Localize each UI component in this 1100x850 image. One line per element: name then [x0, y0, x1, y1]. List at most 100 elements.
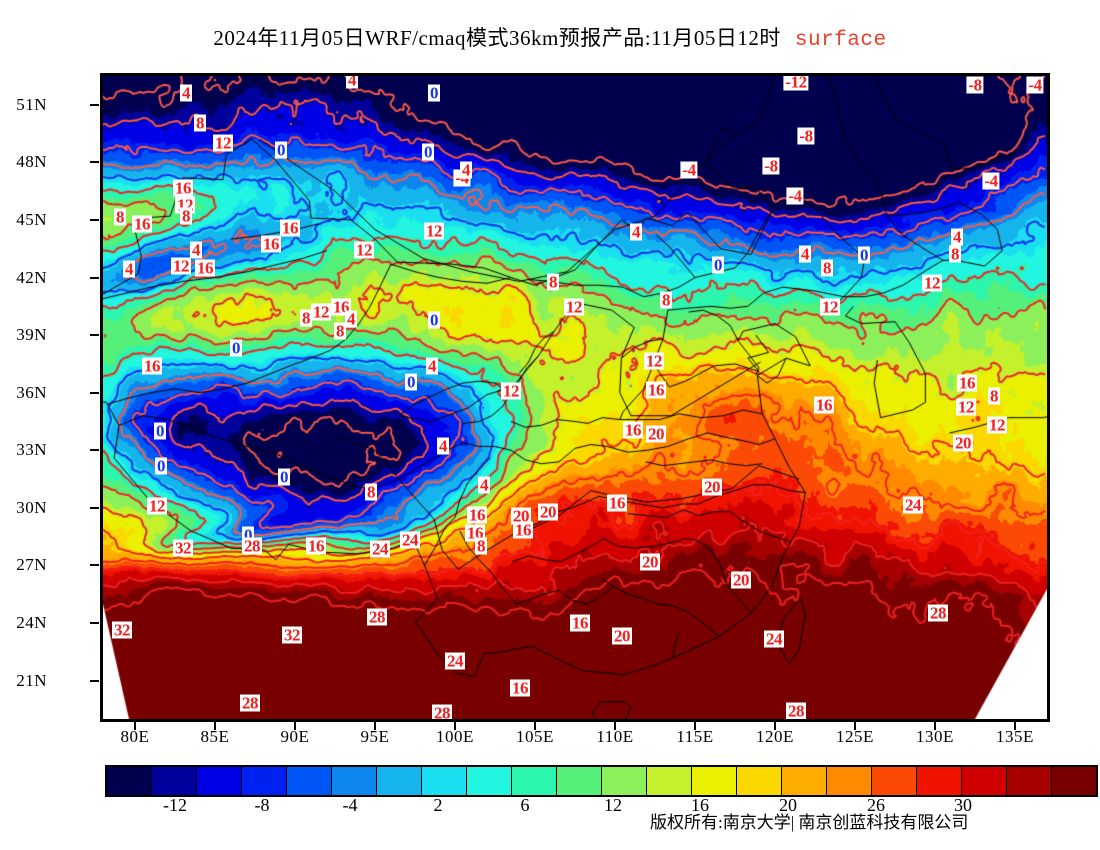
contour-label: 12	[171, 256, 191, 276]
contour-label: 4	[190, 240, 202, 260]
longitude-tick-mark	[134, 722, 136, 730]
contour-label: 12	[644, 351, 664, 371]
colorbar-cell-21	[1052, 767, 1096, 795]
contour-label: 12	[956, 397, 976, 417]
contour-label: 16	[510, 678, 530, 698]
contour-label: 16	[195, 258, 215, 278]
colorbar-tick: 12	[604, 795, 622, 815]
contour-label: 0	[155, 456, 167, 476]
contour-label: 4	[799, 244, 811, 264]
contour-label: -8	[797, 126, 815, 146]
contour-label: 16	[261, 234, 281, 254]
longitude-tick-mark	[934, 722, 936, 730]
contour-label: 28	[928, 603, 948, 623]
contour-label: -8	[966, 75, 984, 95]
contour-label: 16	[465, 523, 485, 543]
longitude-tick-mark	[1014, 722, 1016, 730]
contour-label: 12	[922, 273, 942, 293]
contour-label: 16	[132, 214, 152, 234]
contour-label: 8	[660, 290, 672, 310]
longitude-tick-label: 85E	[200, 727, 230, 746]
contour-label: 20	[953, 433, 973, 453]
contour-label: 12	[354, 240, 374, 260]
contour-label: 8	[365, 482, 377, 502]
contour-label: 12	[147, 496, 167, 516]
contour-label: 16	[957, 373, 977, 393]
contour-label: 32	[282, 625, 302, 645]
colorbar-cell-20	[1007, 767, 1052, 795]
contour-label: 4	[180, 83, 192, 103]
contour-label: 0	[712, 255, 724, 275]
latitude-tick-mark	[90, 276, 99, 279]
contour-label: 12	[987, 415, 1007, 435]
colorbar-cell-0	[107, 767, 152, 795]
temperature-heatmap-canvas	[103, 76, 1047, 719]
contour-label: 0	[405, 372, 417, 392]
colorbar-cell-11	[602, 767, 647, 795]
temperature-colorbar	[105, 765, 1098, 797]
colorbar-cell-1	[152, 767, 197, 795]
latitude-tick-mark	[90, 506, 99, 509]
contour-label: 20	[646, 424, 666, 444]
contour-label: 8	[114, 207, 126, 227]
contour-label: 12	[564, 297, 584, 317]
contour-label: 20	[702, 477, 722, 497]
contour-label: 4	[630, 222, 642, 242]
latitude-tick-mark	[90, 449, 99, 452]
contour-label: 16	[467, 505, 487, 525]
contour-label: -4	[1026, 75, 1044, 95]
longitude-tick-label: 95E	[360, 727, 390, 746]
contour-label: 16	[280, 218, 300, 238]
latitude-tick-label: 42N	[16, 267, 47, 287]
longitude-tick-mark	[214, 722, 216, 730]
contour-label: 4	[346, 73, 358, 90]
latitude-tick-mark	[90, 564, 99, 567]
latitude-tick-label: 51N	[16, 94, 47, 114]
latitude-tick-label: 45N	[16, 209, 47, 229]
latitude-tick-label: 39N	[16, 325, 47, 345]
colorbar-cell-13	[692, 767, 737, 795]
contour-label: 12	[424, 221, 444, 241]
colorbar-tick: 16	[691, 795, 709, 815]
contour-label: 0	[422, 142, 434, 162]
title-level-suffix: surface	[794, 29, 887, 52]
map-plot-frame: 44801200-44-12-8-4-8-4-8-4-4161281616124…	[100, 73, 1050, 722]
contour-label: 4	[478, 475, 490, 495]
colorbar-tick: 26	[867, 795, 885, 815]
contour-label: 4	[460, 160, 472, 180]
latitude-tick-mark	[90, 161, 99, 164]
longitude-tick-mark	[374, 722, 376, 730]
contour-label: 4	[951, 227, 963, 247]
colorbar-tick: -8	[254, 795, 270, 815]
contour-label: -4	[680, 160, 698, 180]
colorbar-cell-19	[962, 767, 1007, 795]
contour-label: 28	[786, 701, 806, 721]
longitude-tick-label: 130E	[916, 727, 954, 746]
colorbar-cell-5	[332, 767, 377, 795]
colorbar-cell-9	[512, 767, 557, 795]
colorbar-cell-10	[557, 767, 602, 795]
colorbar-cell-14	[737, 767, 782, 795]
contour-label: 0	[230, 338, 242, 358]
contour-label: 8	[949, 244, 961, 264]
colorbar-tick: 2	[433, 795, 443, 815]
longitude-tick-label: 120E	[756, 727, 794, 746]
contour-label: -8	[762, 156, 780, 176]
colorbar-cell-15	[782, 767, 827, 795]
contour-label: 16	[306, 536, 326, 556]
contour-label: 24	[400, 530, 420, 550]
longitude-tick-label: 80E	[120, 727, 150, 746]
latitude-tick-mark	[90, 103, 99, 106]
contour-label: 16	[570, 613, 590, 633]
contour-label: 24	[370, 539, 390, 559]
longitude-tick-label: 135E	[996, 727, 1034, 746]
colorbar-cell-2	[197, 767, 242, 795]
longitude-tick-label: 100E	[436, 727, 474, 746]
longitude-tick-mark	[294, 722, 296, 730]
contour-label: 0	[275, 140, 287, 160]
latitude-tick-label: 24N	[16, 613, 47, 633]
contour-label: 20	[731, 570, 751, 590]
contour-label: 12	[213, 133, 233, 153]
longitude-tick-label: 125E	[836, 727, 874, 746]
contour-label: 16	[513, 520, 533, 540]
